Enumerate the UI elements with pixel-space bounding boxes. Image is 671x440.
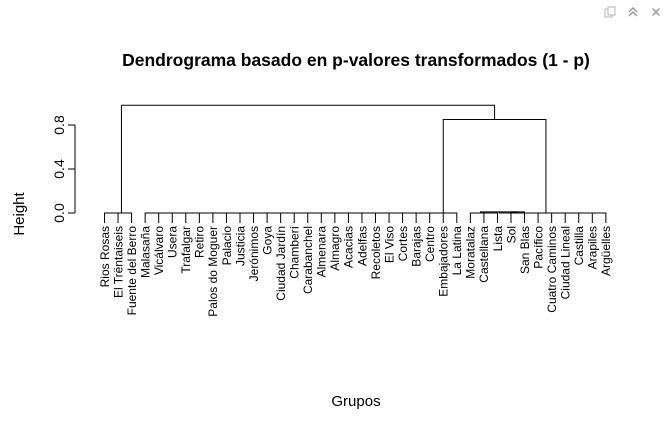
x-axis-label: Grupos xyxy=(331,393,380,410)
leaf-label: Argüelles xyxy=(599,226,613,276)
leaf-label: La Latina xyxy=(450,226,464,276)
leaf-label: Castilla xyxy=(572,226,586,266)
y-axis-label: Height xyxy=(11,191,28,235)
leaf-label: Palacio xyxy=(220,226,234,266)
leaf-label: Ciudad Lineal xyxy=(559,226,573,299)
dendrogram-branch xyxy=(173,212,200,223)
leaf-label: Trafalgar xyxy=(179,226,193,274)
leaf-label: Almenara xyxy=(315,226,329,278)
dendrogram-branch xyxy=(537,212,553,223)
leaf-label: San Blas xyxy=(518,226,532,274)
leaf-label: Rios Rosas xyxy=(98,226,112,287)
leaf-label: Vicálvaro xyxy=(152,226,166,275)
collapse-icon[interactable] xyxy=(626,5,640,19)
dendrogram-branch xyxy=(151,212,173,223)
chart-title: Dendrograma basado en p-valores transfor… xyxy=(122,50,590,70)
leaf-label: Pacífico xyxy=(531,226,545,269)
leaf-label: Fuente del Berro xyxy=(125,226,139,316)
leaf-label: Goya xyxy=(260,226,274,255)
leaf-label: Cortes xyxy=(396,226,410,261)
leaf-label: Acacias xyxy=(342,226,356,268)
leaf-label: Adelfas xyxy=(355,226,369,266)
leaf-label: Malasaña xyxy=(138,226,152,278)
dendrogram-branch xyxy=(120,104,496,213)
y-tick-label: 0.4 xyxy=(51,159,67,179)
leaf-label: Ciudad Jardín xyxy=(274,226,288,301)
leaf-label: Centro xyxy=(423,226,437,262)
leaf-label: Castellana xyxy=(477,226,491,283)
leaf-label: Usera xyxy=(166,226,180,258)
leaf-label: Embajadores xyxy=(437,226,451,297)
dendrogram-branches xyxy=(104,104,607,223)
dendrogram-branch xyxy=(544,212,566,223)
dendrogram-branch xyxy=(510,211,526,223)
close-icon[interactable] xyxy=(649,5,663,19)
dendrogram-branch xyxy=(104,212,119,223)
dendrogram-branch xyxy=(162,212,187,223)
leaf-label: Recoletos xyxy=(369,226,383,279)
dendrogram-branch xyxy=(111,212,133,223)
dendrogram-branch xyxy=(480,211,518,213)
dendrogram-branch xyxy=(442,119,547,213)
dendrogram-branch xyxy=(566,212,593,223)
leaf-label: Justicia xyxy=(233,226,247,266)
leaf-label: Jerónimos xyxy=(247,226,261,281)
dendrogram-branch xyxy=(498,211,593,214)
copy-icon[interactable] xyxy=(603,5,617,19)
leaf-label: Retiro xyxy=(193,226,207,258)
dendrogram-branch xyxy=(429,212,458,223)
leaf-label: El Viso xyxy=(382,226,396,263)
dendrogram-branch xyxy=(555,212,580,223)
y-axis: 0.0 0.4 0.8 xyxy=(51,115,76,223)
leaf-label: Almagro xyxy=(328,226,342,271)
dendrogram-branch xyxy=(469,212,491,223)
leaf-label: Moratalaz xyxy=(464,226,478,279)
leaf-label: Barajas xyxy=(409,226,423,267)
leaf-label: El Trëntaiseis xyxy=(111,226,125,298)
leaf-label: Palos do Moguer xyxy=(206,226,220,317)
leaf-labels: Rios Rosas El Trëntaiseis Fuente del Berro… xyxy=(98,225,613,316)
leaf-label: Chamberí xyxy=(288,225,302,278)
leaf-label: Arapiles xyxy=(586,226,600,269)
y-tick-label: 0.0 xyxy=(51,203,67,223)
leaf-label: Lista xyxy=(491,226,505,252)
y-tick-label: 0.8 xyxy=(51,115,67,135)
leaf-label: Carabanchel xyxy=(301,226,315,294)
dendrogram-branch xyxy=(144,212,160,223)
dendrogram-branch xyxy=(483,212,498,223)
leaf-label: Sol xyxy=(504,226,518,243)
window-toolbar xyxy=(0,0,671,26)
leaf-label: Cuatro Caminos xyxy=(545,226,559,313)
